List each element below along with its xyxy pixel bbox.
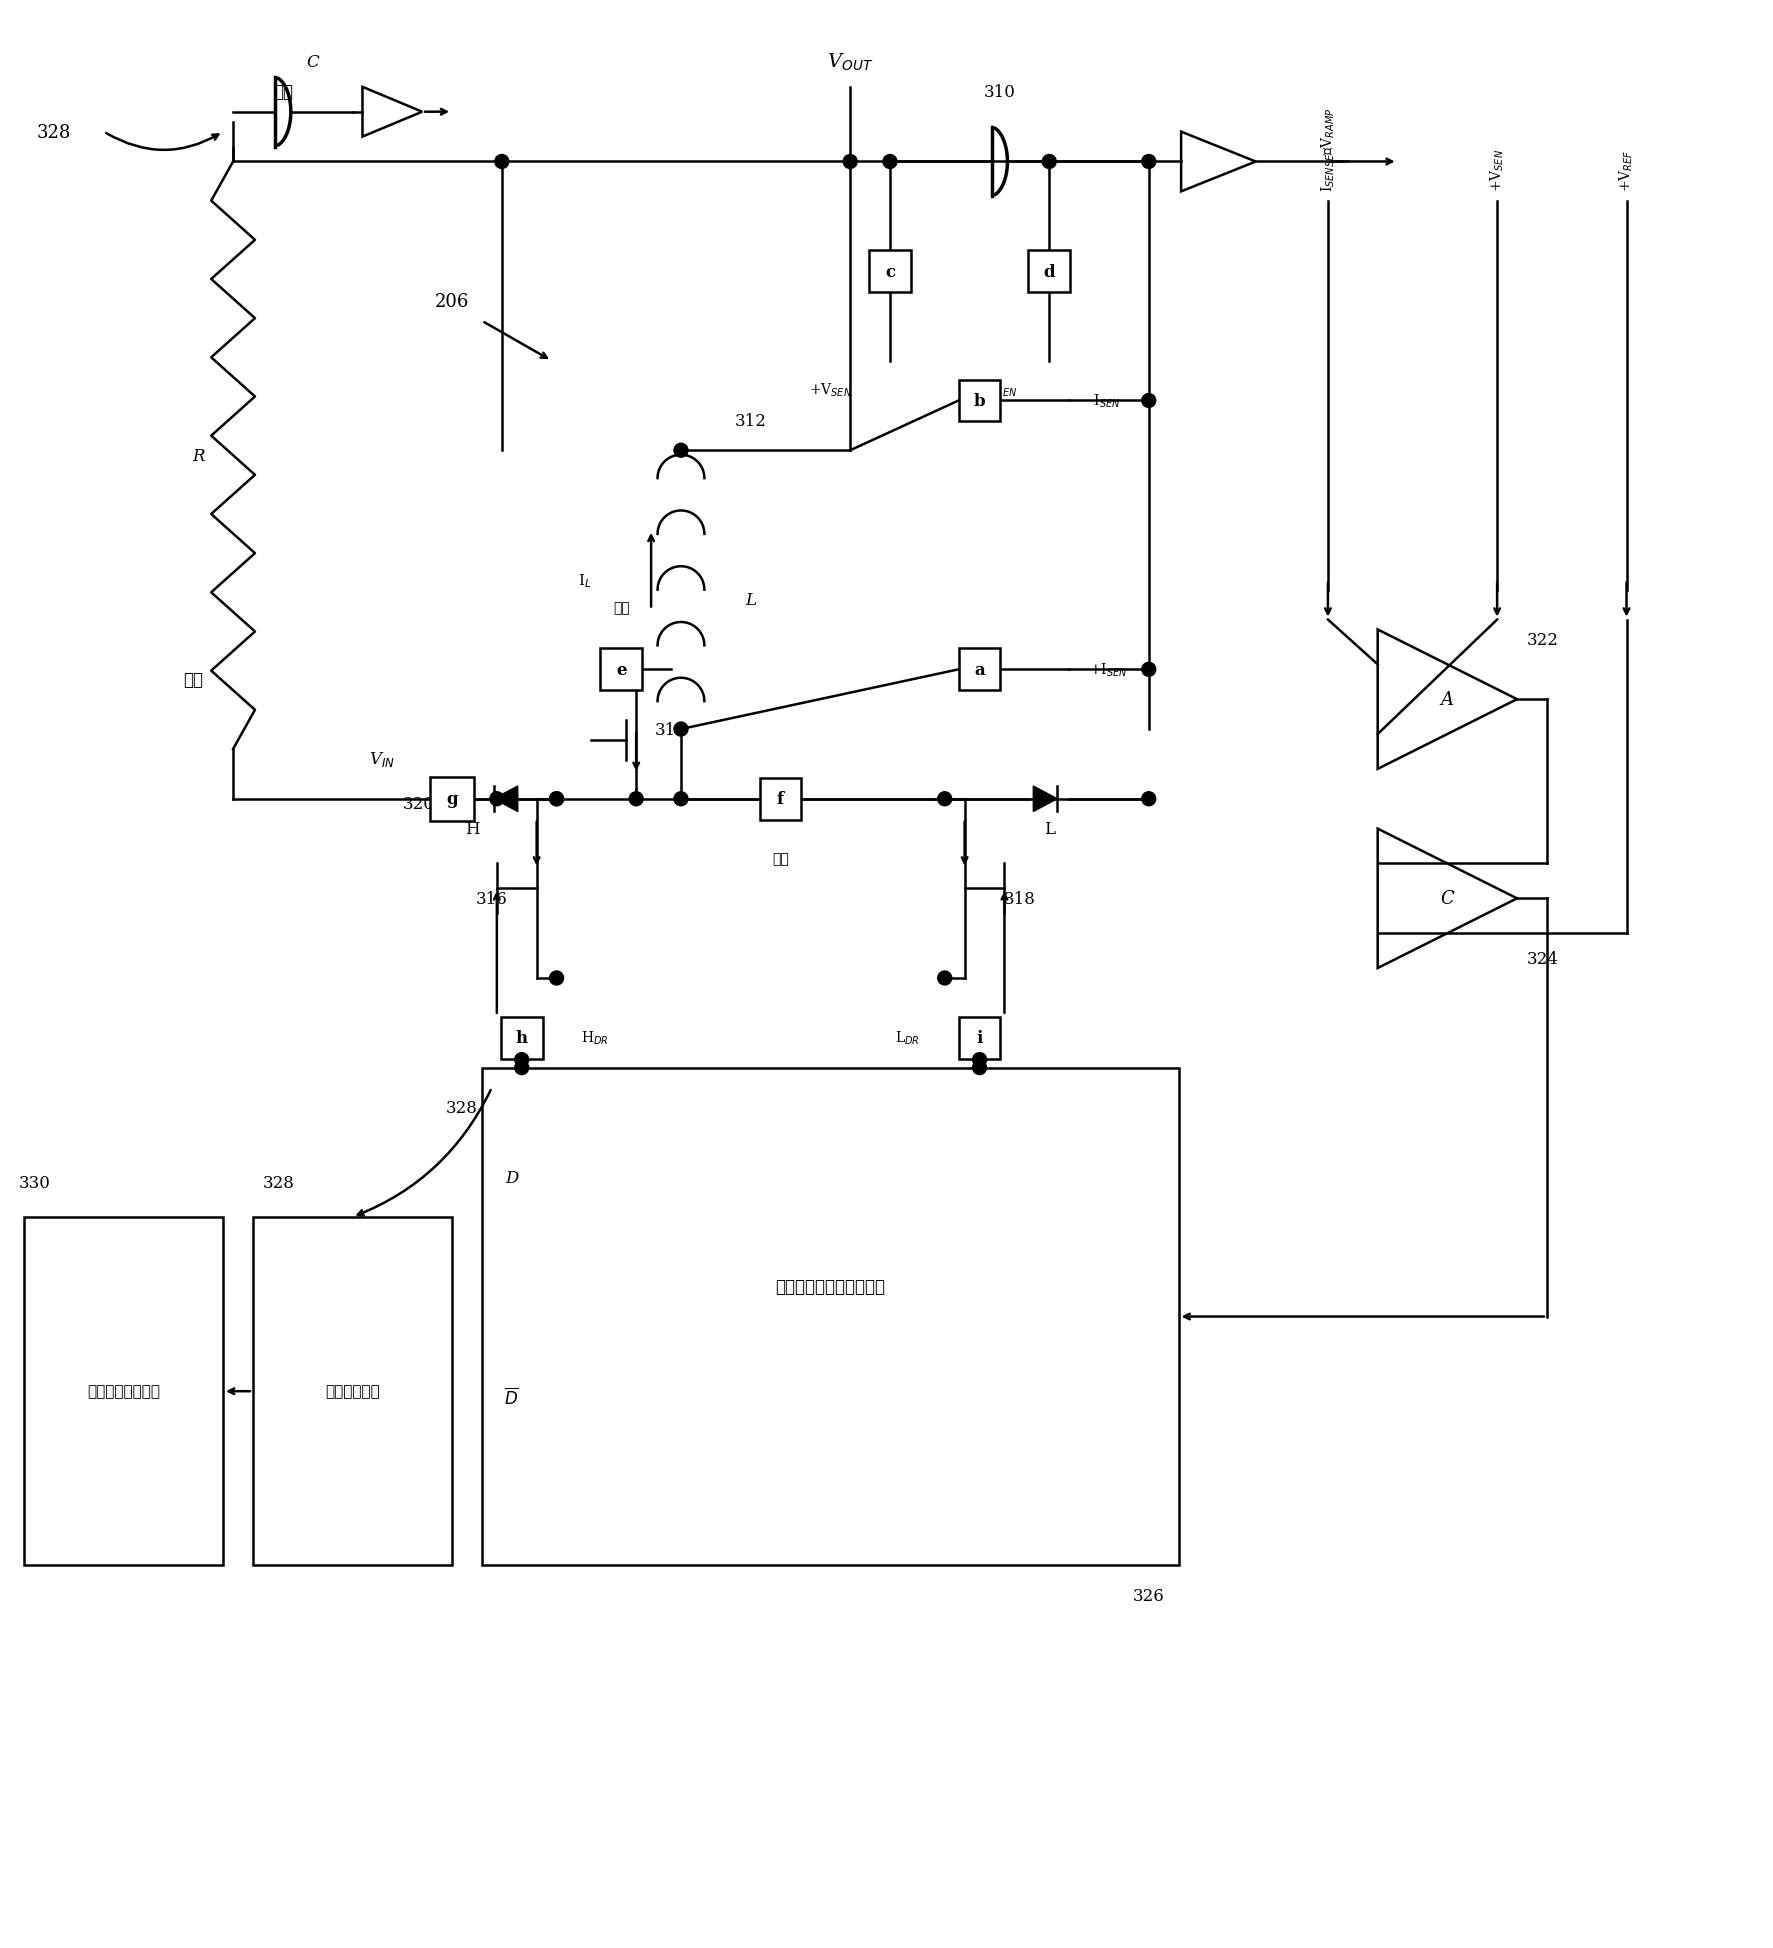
Circle shape	[972, 1062, 986, 1075]
Text: 相位: 相位	[771, 851, 789, 867]
Text: d: d	[1043, 263, 1055, 281]
Bar	[500, 1017, 543, 1060]
Text: C: C	[1440, 890, 1454, 908]
Circle shape	[1043, 156, 1055, 169]
Text: 输入: 输入	[183, 672, 204, 688]
Text: 310: 310	[982, 84, 1014, 101]
Bar	[869, 251, 910, 292]
Text: $\overline{D}$: $\overline{D}$	[504, 1385, 519, 1406]
Text: 328: 328	[37, 123, 71, 142]
Text: 脉宽调制产生器与驱动器: 脉宽调制产生器与驱动器	[775, 1278, 885, 1295]
Polygon shape	[493, 787, 518, 812]
Circle shape	[674, 793, 688, 806]
Text: 312: 312	[734, 413, 766, 431]
Text: 206: 206	[434, 292, 470, 312]
Text: g: g	[447, 791, 457, 808]
Bar	[25, 1218, 223, 1566]
Circle shape	[938, 972, 950, 986]
Text: 328: 328	[445, 1099, 477, 1116]
Bar	[254, 1218, 452, 1566]
Text: 平均値滤波器: 平均値滤波器	[324, 1385, 379, 1399]
Text: 326: 326	[1133, 1588, 1165, 1603]
Circle shape	[972, 1054, 986, 1068]
Text: e: e	[615, 662, 626, 678]
Text: f: f	[777, 791, 784, 808]
Circle shape	[514, 1054, 528, 1068]
Circle shape	[1142, 793, 1154, 806]
Circle shape	[674, 444, 688, 458]
Circle shape	[550, 793, 564, 806]
Text: 322: 322	[1527, 631, 1558, 649]
Text: A: A	[1440, 692, 1454, 709]
Text: H$_{DR}$: H$_{DR}$	[582, 1029, 608, 1046]
Text: +V$_{SEN}$: +V$_{SEN}$	[808, 382, 851, 399]
Circle shape	[489, 793, 504, 806]
Text: c: c	[885, 263, 895, 281]
Text: C: C	[307, 55, 319, 72]
Text: 相对效率存储装置: 相对效率存储装置	[87, 1385, 160, 1399]
Text: 318: 318	[1004, 890, 1035, 908]
Bar	[957, 649, 1000, 692]
Text: I$_{SENSE}$或V$_{RAMP}$: I$_{SENSE}$或V$_{RAMP}$	[1319, 107, 1335, 193]
Circle shape	[514, 1062, 528, 1075]
Text: 324: 324	[1527, 951, 1558, 966]
Text: +V$_{REF}$: +V$_{REF}$	[1617, 150, 1635, 193]
Text: +I$_{SEN}$: +I$_{SEN}$	[1089, 660, 1128, 678]
Text: L: L	[1043, 820, 1055, 838]
Text: i: i	[975, 1030, 982, 1046]
Circle shape	[550, 793, 564, 806]
Text: +V$_{SEN}$: +V$_{SEN}$	[1488, 150, 1505, 193]
Text: R: R	[191, 448, 204, 464]
Circle shape	[842, 156, 856, 169]
Text: 输出: 输出	[273, 84, 293, 101]
Bar	[759, 779, 801, 820]
Text: I$_L$: I$_L$	[578, 571, 590, 588]
Circle shape	[1142, 393, 1154, 409]
Polygon shape	[1032, 787, 1057, 812]
Text: b: b	[973, 393, 984, 409]
Circle shape	[1142, 156, 1154, 169]
Text: 330: 330	[20, 1175, 51, 1190]
Text: V$_{IN}$: V$_{IN}$	[369, 750, 395, 769]
Bar	[429, 777, 473, 822]
Text: 320: 320	[402, 797, 434, 812]
Circle shape	[883, 156, 897, 169]
Text: 328: 328	[262, 1175, 294, 1190]
Text: 启动: 启动	[612, 602, 629, 616]
Text: H: H	[465, 820, 479, 838]
Text: a: a	[973, 662, 984, 678]
Text: D: D	[505, 1169, 518, 1186]
Text: L$_{DR}$: L$_{DR}$	[895, 1029, 920, 1046]
Circle shape	[938, 793, 950, 806]
Text: h: h	[516, 1030, 528, 1046]
Text: L: L	[745, 592, 755, 610]
Text: V$_{OUT}$: V$_{OUT}$	[826, 51, 872, 72]
Circle shape	[550, 972, 564, 986]
Text: -I$_{SEN}$: -I$_{SEN}$	[1089, 393, 1121, 409]
Bar	[957, 1017, 1000, 1060]
Circle shape	[674, 723, 688, 736]
Text: -V$_{SEN}$: -V$_{SEN}$	[980, 382, 1018, 399]
Bar	[482, 1068, 1177, 1566]
Bar	[599, 649, 642, 692]
Text: 314: 314	[654, 721, 686, 738]
Bar	[1028, 251, 1069, 292]
Circle shape	[629, 793, 644, 806]
Circle shape	[1142, 662, 1154, 676]
Bar	[957, 380, 1000, 423]
Circle shape	[495, 156, 509, 169]
Text: 316: 316	[475, 890, 507, 908]
